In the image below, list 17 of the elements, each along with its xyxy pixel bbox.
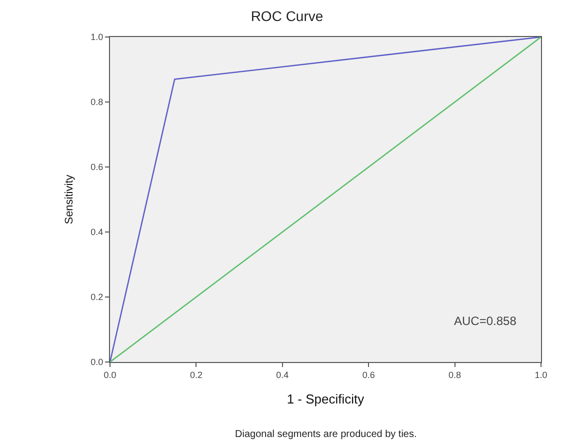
annotation: AUC=0.858 <box>454 314 517 328</box>
text: Diagonal segments are produced by ties. <box>235 429 417 440</box>
chart-title: ROC Curve <box>250 8 324 24</box>
x-tick-label: 0.6 <box>362 370 375 380</box>
x-axis-title: 1 - Specificity <box>286 391 365 406</box>
x-tick-label: 0.2 <box>190 370 202 380</box>
y-tick-label: 1.0 <box>90 32 104 42</box>
x-tick-label: 0.8 <box>448 370 462 380</box>
y-tick-label: 0.0 <box>90 357 104 368</box>
y-tick-label: 0.6 <box>90 162 104 172</box>
y-tick-label: 0.8 <box>90 97 104 108</box>
y-tick-label: 0.2 <box>90 292 104 302</box>
x-tick-label: 0.4 <box>276 370 289 380</box>
x-tick-label: 1.0 <box>534 370 548 380</box>
y-axis-title: Sensitivity <box>63 174 76 224</box>
y-tick-label: 0.4 <box>90 227 104 238</box>
x-tick-label: 0.0 <box>104 370 116 380</box>
